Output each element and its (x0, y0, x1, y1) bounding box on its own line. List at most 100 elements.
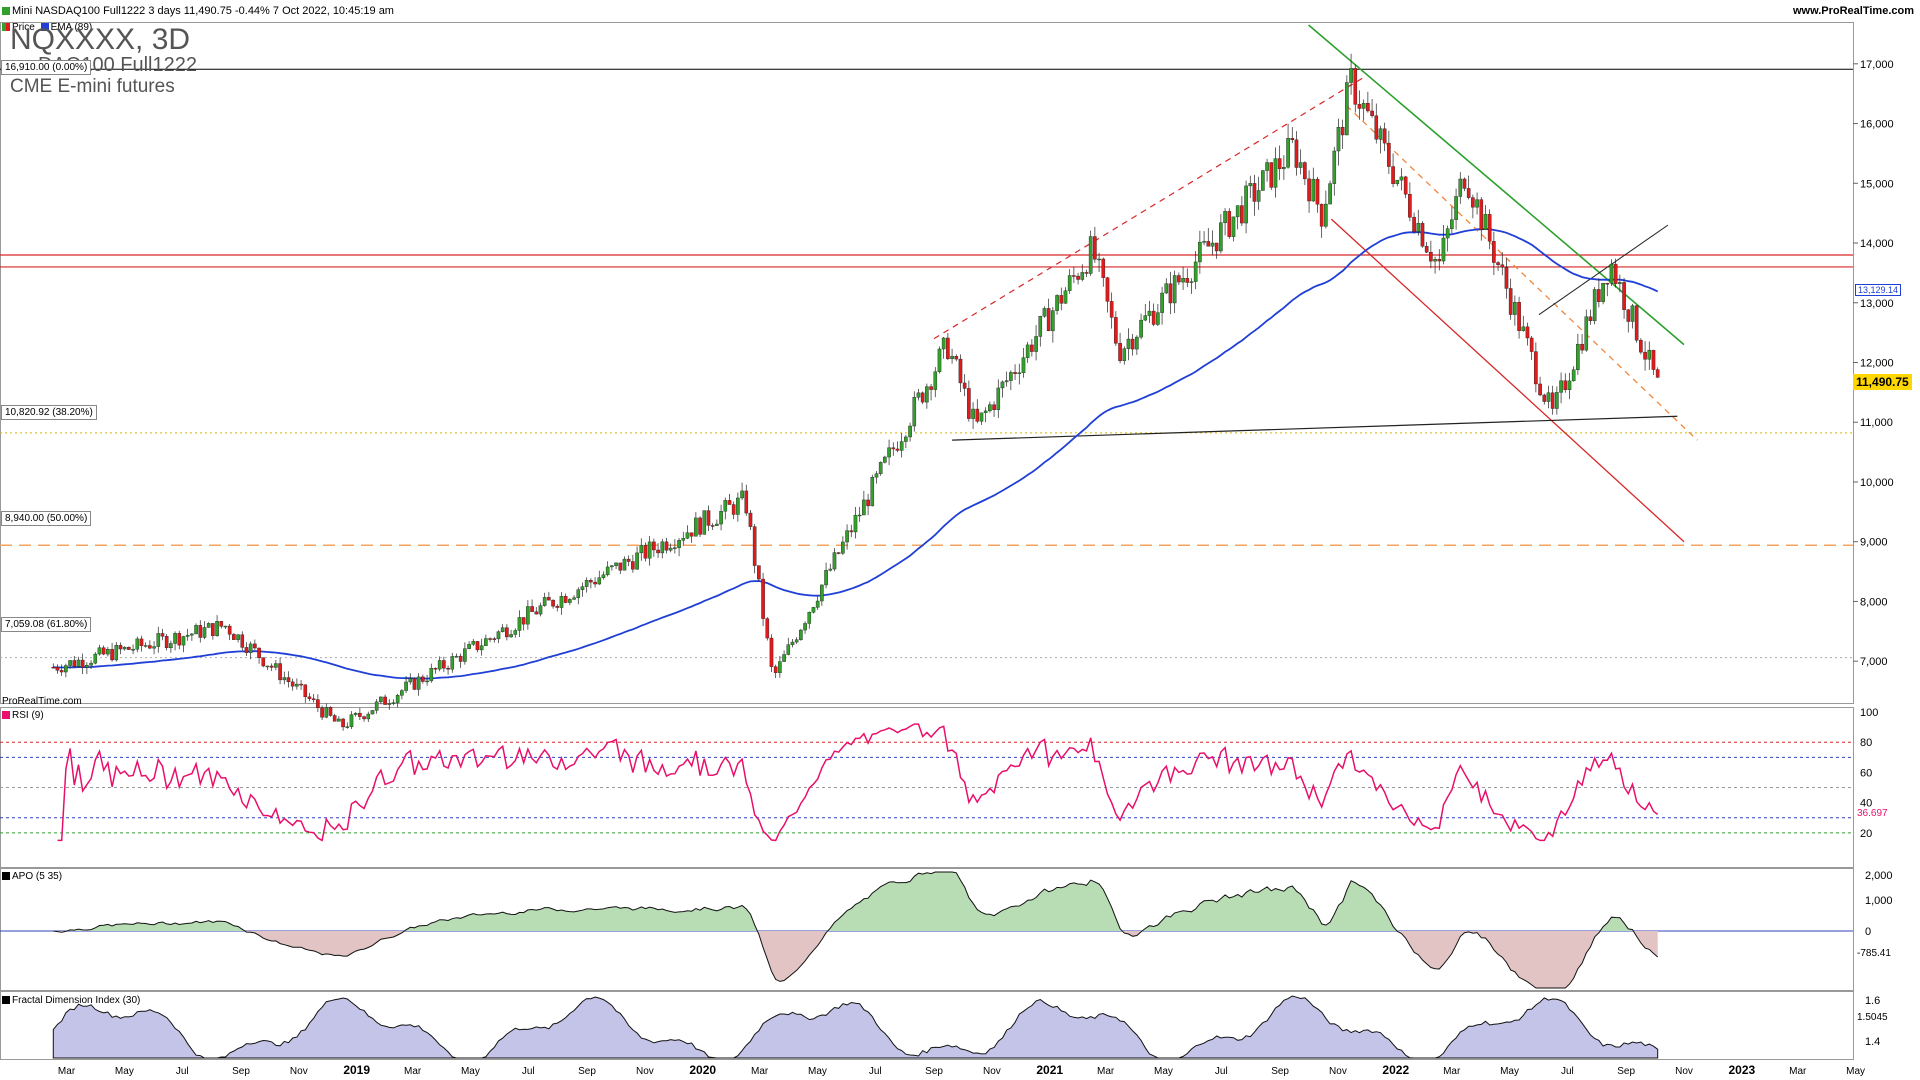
candle-body (1219, 222, 1223, 252)
candle-body (1298, 162, 1303, 168)
candle-body (744, 490, 749, 514)
candle-body (1063, 290, 1068, 304)
candle-body (824, 570, 828, 586)
candle-body (786, 644, 791, 655)
legend-price-label: Price (12, 22, 35, 33)
candle-body (1416, 223, 1421, 232)
symbol-watermark: NQXXXX, 3D (10, 23, 191, 56)
candle-body (429, 668, 434, 682)
candle-body (694, 517, 698, 537)
candle-body (618, 562, 623, 571)
apo-swatch-icon (2, 872, 10, 880)
time-tick-label: Nov (1329, 1066, 1347, 1077)
candle-body (379, 696, 383, 703)
candle-body (647, 541, 652, 559)
candle-body (1030, 344, 1034, 352)
candle-body (988, 404, 992, 412)
candle-body (643, 544, 648, 559)
level-fib500-box: 8,940.00 (50.00%) (1, 511, 92, 526)
fdi-tick-label: 1.4 (1865, 1036, 1880, 1048)
candle-body (80, 659, 85, 668)
candle-body (198, 625, 203, 638)
candle-body (836, 552, 841, 554)
candle-body (509, 634, 513, 638)
candle-body (933, 371, 938, 390)
candle-body (97, 647, 102, 655)
candle-body (727, 500, 732, 505)
candle-body (1399, 176, 1404, 181)
candle-body (370, 710, 375, 715)
candle-body (555, 605, 560, 608)
candle-body (274, 663, 278, 668)
candle-body (223, 625, 228, 628)
candle-body (1597, 289, 1601, 302)
price-tick-label: 7,000 (1860, 656, 1888, 668)
ema-value-badge: 13,129.14 (1855, 284, 1902, 296)
candle-body (475, 641, 480, 651)
candle-body (1433, 259, 1437, 262)
candle-body (710, 525, 715, 527)
candle-body (1546, 392, 1551, 402)
candle-body (479, 645, 484, 651)
candle-body (1445, 228, 1450, 239)
candle-body (463, 648, 467, 662)
candle-body (345, 726, 350, 728)
candle-body (673, 547, 677, 549)
candle-body (1538, 383, 1542, 396)
time-tick-label: Jul (869, 1066, 882, 1077)
candle-body (748, 512, 753, 527)
apo-pane-border (0, 868, 1854, 991)
candle-body (1151, 310, 1156, 325)
fib-fan-dash (1346, 105, 1698, 441)
candle-body (622, 558, 627, 571)
candle-body (1055, 295, 1059, 311)
time-tick-label: May (1154, 1066, 1173, 1077)
candle-body (152, 646, 156, 649)
rsi-tick-label: 20 (1860, 828, 1872, 840)
fdi-value-badge: 1.5045 (1855, 1012, 1890, 1023)
time-tick-label: 2021 (1036, 1063, 1063, 1077)
candle-body (1088, 236, 1093, 274)
time-tick-label: 2020 (689, 1063, 716, 1077)
time-tick-label: Mar (1443, 1066, 1461, 1077)
candle-body (1496, 262, 1500, 265)
candle-body (1655, 369, 1660, 378)
candle-body (437, 660, 442, 670)
candle-body (706, 510, 711, 526)
time-tick-label: Sep (1271, 1066, 1289, 1077)
candle-body (610, 565, 614, 568)
candle-body (899, 441, 904, 451)
candle-body (908, 425, 912, 438)
candle-body (190, 633, 194, 636)
candle-body (1403, 176, 1408, 195)
candle-icon (2, 7, 10, 15)
site-link[interactable]: www.ProRealTime.com (1792, 5, 1914, 17)
candle-body (316, 699, 320, 709)
candle-body (391, 702, 396, 704)
candle-body (1269, 162, 1274, 188)
candle-body (1508, 288, 1513, 315)
candle-body (1021, 357, 1026, 373)
price-tick-label: 14,000 (1860, 238, 1894, 250)
candle-body (219, 621, 224, 627)
candle-body (446, 667, 450, 670)
candle-body (962, 382, 967, 389)
time-tick-label: May (808, 1066, 827, 1077)
candle-body (110, 649, 114, 661)
candle-body (131, 649, 135, 651)
candle-body (719, 511, 723, 525)
candle-body (337, 718, 341, 722)
candle-body (1559, 380, 1563, 393)
candle-body (946, 337, 950, 359)
candle-body (72, 660, 77, 667)
candle-body (1009, 372, 1013, 381)
candle-body (295, 683, 299, 687)
candle-body (811, 607, 816, 613)
candle-body (1492, 241, 1496, 263)
candle-body (895, 448, 900, 451)
candle-body (106, 649, 110, 655)
fdi-title: Fractal Dimension Index (30) (2, 994, 140, 1007)
candle-body (1370, 110, 1374, 116)
time-tick-label: Mar (1789, 1066, 1807, 1077)
candle-body (702, 510, 707, 535)
